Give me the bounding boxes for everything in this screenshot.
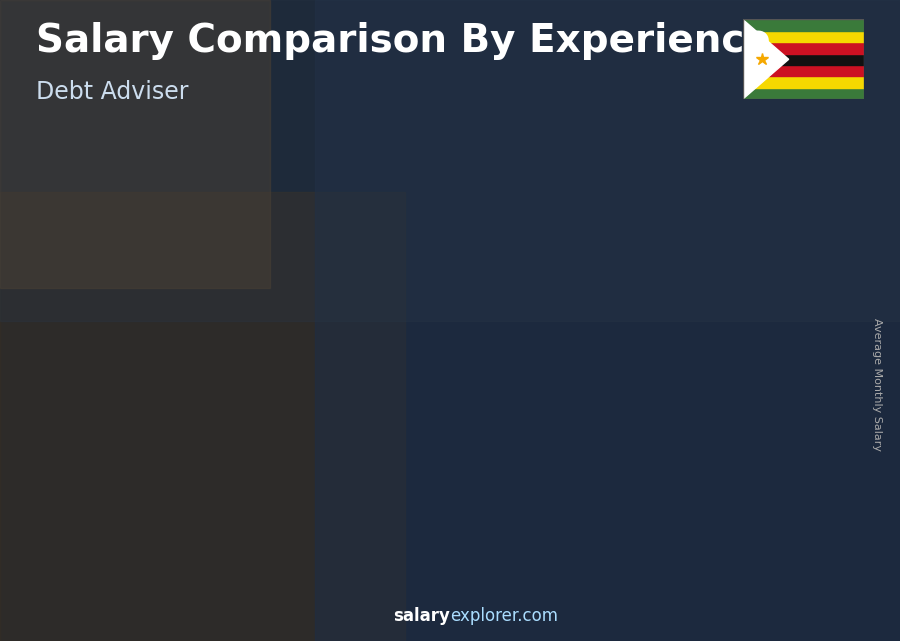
Text: Average Monthly Salary: Average Monthly Salary (872, 318, 883, 451)
Text: +34%: +34% (122, 362, 202, 387)
Bar (725, 254, 799, 260)
Bar (725, 260, 795, 577)
Bar (194, 428, 263, 577)
Bar (524, 308, 533, 577)
Text: 350,000 ZWD: 350,000 ZWD (568, 256, 672, 271)
Bar (742, 42, 864, 54)
Text: salary: salary (393, 607, 450, 625)
Bar (194, 428, 198, 577)
Bar (60, 466, 66, 577)
Bar (459, 304, 533, 308)
Bar (725, 260, 730, 577)
Text: explorer.com: explorer.com (450, 607, 558, 625)
Bar (592, 284, 598, 577)
Text: 321,000 ZWD: 321,000 ZWD (435, 281, 539, 296)
Bar (315, 0, 900, 641)
Text: +48%: +48% (254, 279, 335, 304)
Bar (742, 88, 864, 99)
Text: +22%: +22% (387, 231, 468, 255)
Text: 379,000 ZWD: 379,000 ZWD (700, 231, 806, 246)
Bar (392, 357, 400, 577)
Bar (327, 357, 331, 577)
Bar (742, 65, 864, 76)
Bar (194, 426, 267, 428)
Text: 263,000 ZWD: 263,000 ZWD (302, 332, 407, 347)
Text: 178,000 ZWD: 178,000 ZWD (169, 406, 274, 421)
Bar (0, 0, 900, 320)
Text: Salary Comparison By Experience: Salary Comparison By Experience (36, 22, 770, 60)
Bar (60, 466, 130, 577)
Bar (327, 357, 396, 577)
Bar (592, 279, 666, 284)
Bar (459, 308, 464, 577)
Bar (742, 19, 864, 31)
Bar (0, 192, 405, 641)
Bar (0, 0, 270, 288)
Text: 133,000 ZWD: 133,000 ZWD (36, 445, 140, 461)
Bar (742, 31, 864, 42)
Text: Debt Adviser: Debt Adviser (36, 80, 188, 104)
Bar (790, 260, 799, 577)
Bar (742, 54, 864, 65)
Polygon shape (742, 19, 788, 99)
Bar (258, 428, 267, 577)
Bar (125, 466, 134, 577)
Text: +9%: +9% (529, 211, 592, 235)
Bar (60, 463, 134, 466)
Text: +8%: +8% (662, 187, 725, 210)
Bar (592, 284, 662, 577)
Bar (657, 284, 666, 577)
Bar (327, 353, 400, 357)
Bar (459, 308, 528, 577)
Bar (742, 76, 864, 88)
